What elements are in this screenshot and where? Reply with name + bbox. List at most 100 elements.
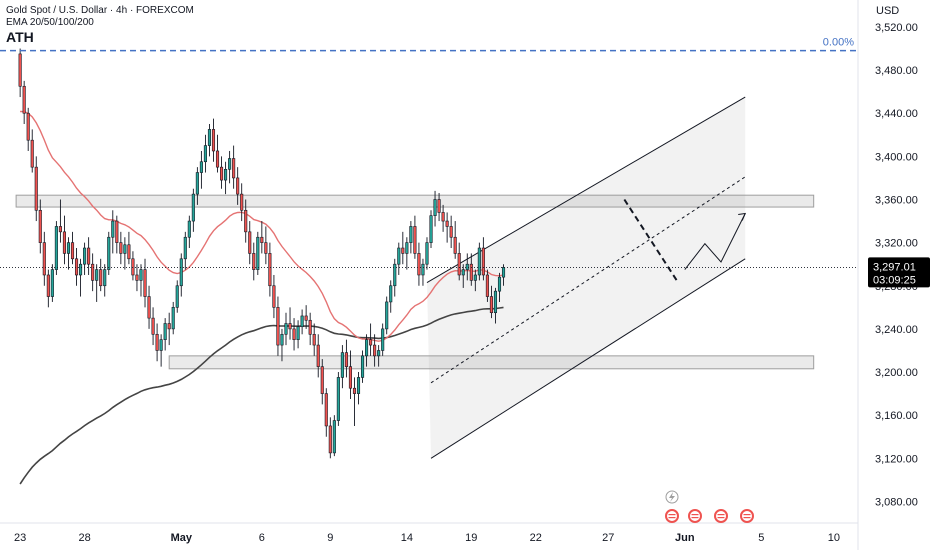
candle[interactable] xyxy=(373,334,377,367)
indicator-label[interactable]: EMA 20/50/100/200 xyxy=(6,17,94,28)
candle[interactable] xyxy=(38,199,42,254)
candle[interactable] xyxy=(336,372,340,426)
candle[interactable] xyxy=(143,258,147,308)
candle[interactable] xyxy=(264,226,268,265)
symbol-title[interactable]: Gold Spot / U.S. Dollar · 4h · FOREXCOM xyxy=(6,5,194,16)
channel-mid-line[interactable] xyxy=(430,176,746,384)
candle[interactable] xyxy=(308,312,312,346)
candle[interactable] xyxy=(461,264,465,288)
candle[interactable] xyxy=(377,345,381,367)
us-flag-event-icon[interactable] xyxy=(740,509,754,523)
candle[interactable] xyxy=(417,242,421,286)
candle[interactable] xyxy=(115,215,119,254)
candle[interactable] xyxy=(272,274,276,319)
candle[interactable] xyxy=(340,345,344,389)
candle[interactable] xyxy=(175,280,179,313)
candle[interactable] xyxy=(385,296,389,335)
candle[interactable] xyxy=(300,309,304,335)
candle[interactable] xyxy=(348,350,352,399)
candle[interactable] xyxy=(288,307,292,340)
candle[interactable] xyxy=(485,269,489,302)
candle[interactable] xyxy=(87,237,91,275)
candle[interactable] xyxy=(292,318,296,351)
candle[interactable] xyxy=(433,190,437,227)
candle[interactable] xyxy=(252,242,256,281)
candle[interactable] xyxy=(26,107,30,151)
candle[interactable] xyxy=(224,161,228,195)
candle[interactable] xyxy=(103,264,107,297)
candle[interactable] xyxy=(131,251,135,281)
candle[interactable] xyxy=(437,193,441,222)
candle[interactable] xyxy=(42,231,46,286)
candle[interactable] xyxy=(425,237,429,270)
candle[interactable] xyxy=(280,328,284,362)
candle[interactable] xyxy=(344,339,348,378)
candle[interactable] xyxy=(203,134,207,173)
candle[interactable] xyxy=(453,221,457,259)
candle[interactable] xyxy=(276,296,280,356)
candle[interactable] xyxy=(328,417,332,459)
candle[interactable] xyxy=(457,242,461,281)
candle[interactable] xyxy=(332,415,336,457)
candle[interactable] xyxy=(111,210,115,254)
candle[interactable] xyxy=(58,199,62,243)
candle[interactable] xyxy=(236,167,240,205)
candle[interactable] xyxy=(95,264,99,302)
candle[interactable] xyxy=(320,359,324,405)
candle[interactable] xyxy=(389,280,393,313)
candle[interactable] xyxy=(501,264,506,286)
candle[interactable] xyxy=(123,237,127,270)
candle[interactable] xyxy=(211,118,216,162)
candle[interactable] xyxy=(220,156,224,189)
candle[interactable] xyxy=(365,334,369,367)
candle[interactable] xyxy=(244,199,248,243)
candle[interactable] xyxy=(405,237,409,270)
candle[interactable] xyxy=(151,307,155,346)
candle[interactable] xyxy=(22,80,26,125)
candle[interactable] xyxy=(360,350,365,383)
us-flag-event-icon[interactable] xyxy=(688,509,702,523)
candle[interactable] xyxy=(316,334,320,378)
candle[interactable] xyxy=(465,253,469,281)
candle[interactable] xyxy=(240,183,244,222)
candle[interactable] xyxy=(183,231,187,270)
candle[interactable] xyxy=(441,204,445,232)
candle[interactable] xyxy=(421,258,425,286)
candle[interactable] xyxy=(268,242,272,297)
candle[interactable] xyxy=(397,242,401,275)
candle[interactable] xyxy=(445,212,449,243)
candle[interactable] xyxy=(66,237,71,270)
candle[interactable] xyxy=(429,210,433,249)
candle[interactable] xyxy=(135,264,139,292)
candle[interactable] xyxy=(381,323,385,356)
candle[interactable] xyxy=(256,231,260,275)
candle[interactable] xyxy=(393,258,397,297)
candle[interactable] xyxy=(70,231,75,265)
channel-lower-line[interactable] xyxy=(430,258,746,459)
candle[interactable] xyxy=(312,323,316,356)
candle[interactable] xyxy=(473,269,477,292)
candle[interactable] xyxy=(497,272,502,302)
candle[interactable] xyxy=(119,231,123,265)
candle[interactable] xyxy=(352,377,357,426)
candle[interactable] xyxy=(163,318,167,351)
candle[interactable] xyxy=(207,124,212,157)
candle[interactable] xyxy=(304,305,308,329)
candle[interactable] xyxy=(147,285,151,329)
candle[interactable] xyxy=(74,248,79,286)
support-zone[interactable] xyxy=(168,355,815,370)
candle[interactable] xyxy=(469,253,473,286)
candle[interactable] xyxy=(107,231,111,275)
candle[interactable] xyxy=(215,134,220,173)
us-flag-event-icon[interactable] xyxy=(714,509,728,523)
candle[interactable] xyxy=(50,264,54,302)
candle[interactable] xyxy=(199,150,203,189)
candle[interactable] xyxy=(62,215,66,265)
candle[interactable] xyxy=(413,215,417,259)
candle[interactable] xyxy=(155,323,159,362)
candle[interactable] xyxy=(481,237,485,281)
candle[interactable] xyxy=(83,242,87,275)
candle[interactable] xyxy=(409,221,413,254)
candle[interactable] xyxy=(139,264,143,297)
